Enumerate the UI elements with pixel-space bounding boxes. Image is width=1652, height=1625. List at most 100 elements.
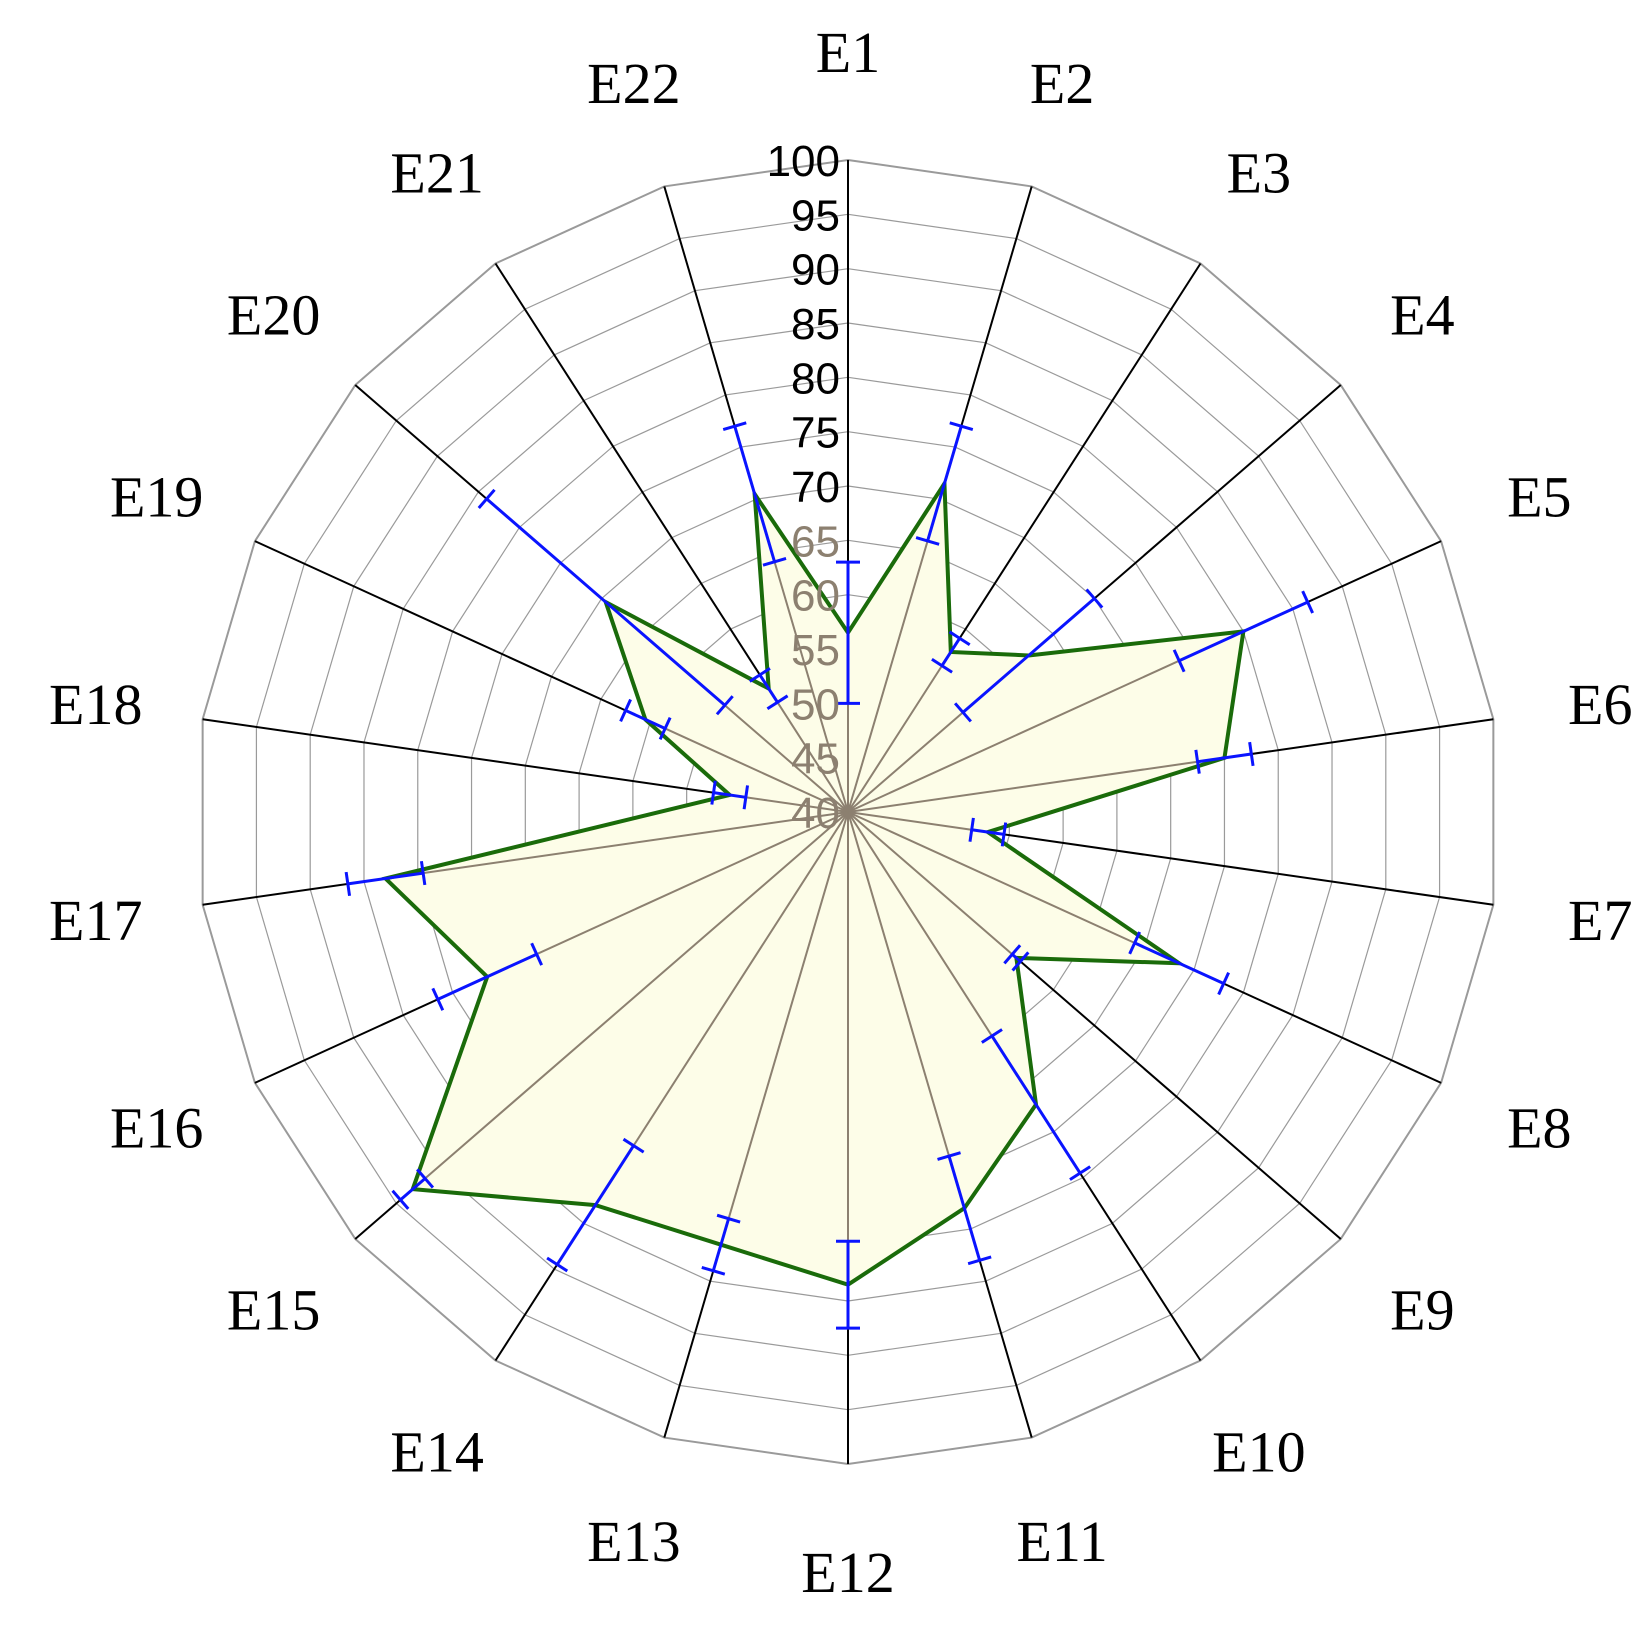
error-cap-low-E16 (530, 942, 543, 966)
axis-label-E10: E10 (1212, 1419, 1305, 1484)
error-cap-low-E3 (931, 657, 953, 674)
error-cap-high-E8 (1217, 971, 1230, 996)
axis-label-E5: E5 (1507, 464, 1571, 529)
axis-label-E3: E3 (1227, 141, 1291, 206)
axis-label-E22: E22 (587, 51, 680, 116)
error-cap-low-E21 (766, 694, 789, 711)
inner-spoke-E21 (767, 688, 849, 813)
error-cap-low-E4 (953, 702, 972, 723)
error-cap-low-E10 (981, 1028, 1003, 1044)
tick-label-40: 40 (791, 789, 840, 838)
axis-label-E16: E16 (110, 1096, 203, 1161)
tick-label-75: 75 (791, 409, 840, 458)
error-cap-low-E17 (419, 860, 427, 886)
inner-spoke-E7 (847, 811, 988, 834)
inner-spoke-E19 (644, 718, 849, 813)
error-cap-high-E6 (1248, 741, 1255, 767)
inner-spoke-E18 (729, 794, 849, 813)
error-cap-high-E13 (701, 1265, 726, 1276)
tick-label-70: 70 (791, 463, 840, 512)
error-bar-E22 (733, 425, 776, 563)
tick-layer: 40 45 50 55 60 65 70 75 80 85 90 95 100 (767, 137, 840, 838)
inner-spoke-E3 (847, 651, 952, 813)
error-bar-E8 (1134, 941, 1225, 985)
error-cap-low-E9 (1003, 944, 1022, 965)
error-cap-low-E11 (937, 1151, 961, 1161)
error-bar-E5 (1178, 600, 1309, 663)
inner-spoke-E8 (847, 811, 1180, 965)
error-cap-high-E14 (546, 1256, 569, 1273)
error-bar-E16 (437, 952, 538, 1001)
series-layer (381, 477, 1246, 1287)
tick-label-95: 95 (791, 191, 840, 240)
error-cap-high-E16 (431, 987, 445, 1011)
inner-spoke-E11 (847, 811, 966, 1209)
error-bar-E3 (940, 637, 961, 667)
inner-spoke-E13 (719, 811, 849, 1245)
axis-label-E11: E11 (1016, 1509, 1107, 1574)
error-cap-low-E7 (968, 817, 975, 842)
error-cap-low-E18 (742, 785, 750, 810)
tick-label-80: 80 (791, 354, 840, 403)
axis-label-E9: E9 (1390, 1278, 1454, 1343)
axis-label-E7: E7 (1568, 888, 1632, 953)
error-cap-high-E20 (477, 488, 496, 509)
error-cap-high-E22 (722, 421, 747, 432)
axis-label-E12: E12 (801, 1540, 894, 1605)
tick-label-55: 55 (791, 626, 840, 675)
error-bar-E4 (961, 597, 1096, 714)
error-bar-E9 (1011, 953, 1022, 963)
series-area (385, 483, 1244, 1285)
tick-label-90: 90 (791, 246, 840, 295)
axis-label-E17: E17 (49, 888, 142, 953)
error-cap-high-E7 (1000, 822, 1008, 847)
inner-spoke-E6 (847, 756, 1225, 813)
tick-label-85: 85 (791, 300, 840, 349)
tick-label-100: 100 (767, 137, 840, 186)
error-bar-E20 (485, 497, 726, 707)
error-cap-low-E20 (715, 695, 734, 716)
inner-spoke-E9 (847, 811, 1018, 959)
error-bar-E17 (347, 871, 424, 886)
axis-label-E8: E8 (1507, 1096, 1571, 1161)
inner-spoke-E14 (594, 811, 849, 1206)
tick-label-60: 60 (791, 572, 840, 621)
error-cap-low-E8 (1128, 931, 1142, 955)
axis-label-E14: E14 (390, 1419, 483, 1484)
axis-label-E18: E18 (49, 672, 142, 737)
error-cap-high-E9 (1011, 951, 1030, 972)
error-cap-high-E21 (748, 667, 771, 683)
error-cap-low-E22 (762, 556, 787, 567)
axis-label-E4: E4 (1390, 282, 1454, 347)
error-cap-high-E11 (967, 1255, 992, 1266)
error-bar-E13 (711, 1218, 731, 1272)
error-cap-high-E5 (1301, 590, 1314, 614)
axis-label-E13: E13 (587, 1509, 680, 1574)
inner-spoke-E16 (486, 811, 849, 978)
error-bar-E21 (758, 674, 779, 704)
axis-label-E1: E1 (816, 20, 880, 85)
inner-spoke-E15 (412, 811, 849, 1190)
error-cap-low-E6 (1194, 749, 1201, 774)
axis-label-E6: E6 (1568, 672, 1632, 737)
error-bar-E15 (399, 1177, 427, 1201)
error-cap-high-E4 (1085, 588, 1104, 609)
inner-spoke-E17 (385, 811, 849, 880)
error-bar-E19 (624, 709, 666, 730)
error-cap-high-E15 (391, 1189, 410, 1210)
error-cap-high-E17 (344, 871, 352, 897)
axis-label-E2: E2 (1030, 51, 1094, 116)
error-bar-E18 (713, 791, 747, 799)
error-cap-high-E2 (949, 421, 974, 432)
error-bar-E2 (926, 425, 963, 542)
error-cap-high-E19 (619, 698, 632, 722)
label-layer: E1 E2 E3 E4 E5 E6 E7 E8 E9 E10 E11 E12 E13 E14 E15 E16 E… (49, 20, 1632, 1605)
error-cap-low-E15 (416, 1168, 435, 1189)
error-bar-E11 (947, 1155, 982, 1261)
inner-spoke-E5 (847, 630, 1244, 813)
error-cap-low-E13 (716, 1213, 741, 1224)
error-cap-low-E19 (658, 716, 672, 741)
error-cap-high-E3 (948, 630, 971, 647)
axis-label-E20: E20 (227, 282, 320, 347)
error-bar-E6 (1197, 752, 1252, 764)
